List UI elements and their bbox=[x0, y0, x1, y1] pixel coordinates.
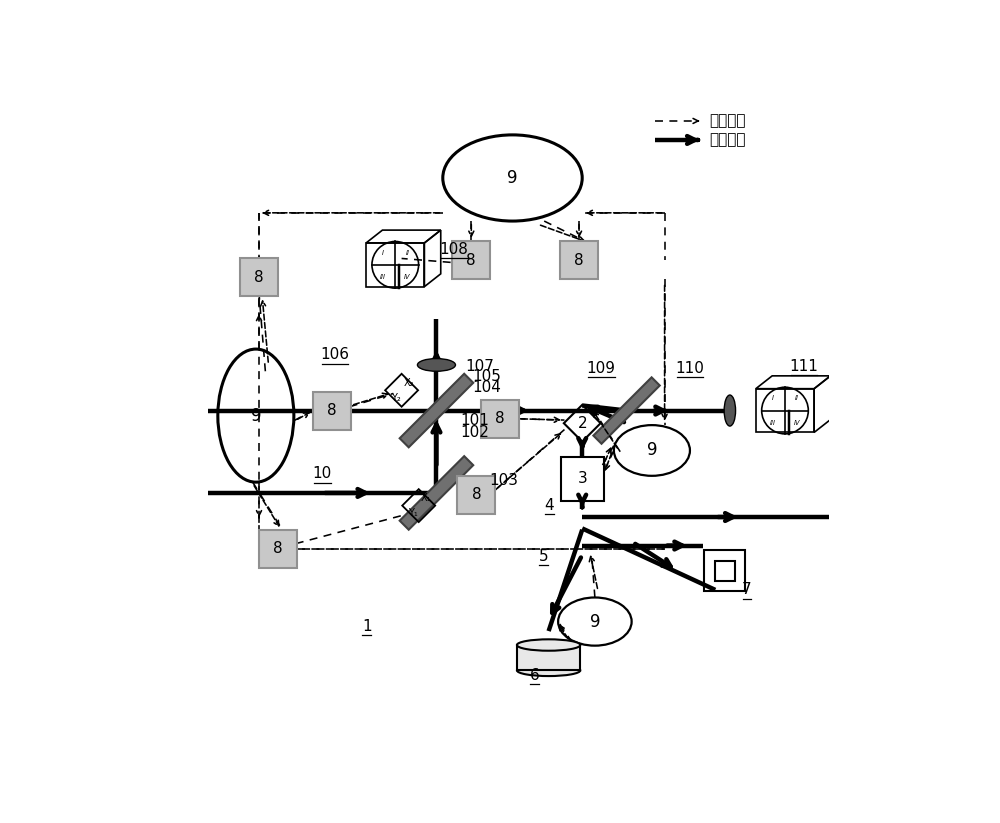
Ellipse shape bbox=[517, 639, 580, 651]
Text: 8: 8 bbox=[472, 487, 481, 502]
Ellipse shape bbox=[517, 665, 580, 676]
FancyBboxPatch shape bbox=[457, 476, 495, 514]
Text: 108: 108 bbox=[440, 242, 469, 257]
Text: 5: 5 bbox=[539, 549, 548, 564]
Bar bbox=[704, 551, 745, 592]
Polygon shape bbox=[400, 456, 473, 530]
FancyBboxPatch shape bbox=[560, 241, 598, 279]
Text: IV: IV bbox=[794, 420, 800, 425]
Text: 107: 107 bbox=[465, 359, 494, 374]
Text: IV: IV bbox=[404, 274, 411, 280]
Text: 106: 106 bbox=[321, 347, 350, 362]
Text: III: III bbox=[380, 274, 386, 280]
Text: 109: 109 bbox=[587, 360, 616, 375]
Text: 9: 9 bbox=[507, 169, 518, 187]
Text: 104: 104 bbox=[473, 379, 502, 394]
Text: I: I bbox=[772, 395, 774, 402]
Text: 2: 2 bbox=[577, 416, 587, 430]
Text: 7: 7 bbox=[742, 583, 752, 597]
Text: 9: 9 bbox=[251, 407, 261, 425]
Text: 1: 1 bbox=[362, 619, 372, 634]
Text: 传播光束: 传播光束 bbox=[709, 133, 745, 147]
Text: 8: 8 bbox=[327, 403, 337, 418]
Text: 4: 4 bbox=[544, 498, 554, 513]
Text: I: I bbox=[382, 249, 384, 256]
Text: 控制链路: 控制链路 bbox=[709, 114, 745, 128]
Text: 6: 6 bbox=[530, 668, 540, 683]
Text: 8: 8 bbox=[254, 270, 264, 285]
Ellipse shape bbox=[417, 359, 455, 371]
Bar bbox=[517, 645, 580, 671]
Text: Y₁: Y₁ bbox=[408, 508, 418, 518]
Polygon shape bbox=[593, 377, 660, 444]
FancyBboxPatch shape bbox=[481, 400, 519, 438]
Text: 3: 3 bbox=[577, 472, 587, 486]
Text: 10: 10 bbox=[313, 467, 332, 481]
Text: III: III bbox=[770, 420, 776, 425]
Text: 9: 9 bbox=[590, 612, 600, 630]
Text: 101: 101 bbox=[460, 413, 489, 428]
Text: 9: 9 bbox=[647, 441, 657, 459]
Text: X₂: X₂ bbox=[404, 378, 414, 388]
FancyBboxPatch shape bbox=[313, 392, 351, 430]
Text: X₁: X₁ bbox=[421, 493, 431, 503]
Ellipse shape bbox=[724, 395, 736, 426]
Text: 8: 8 bbox=[273, 542, 283, 556]
Text: 110: 110 bbox=[676, 360, 704, 375]
Text: 8: 8 bbox=[574, 253, 584, 267]
Text: 8: 8 bbox=[466, 253, 476, 267]
Bar bbox=[561, 458, 604, 500]
Text: 111: 111 bbox=[790, 359, 818, 374]
FancyBboxPatch shape bbox=[240, 258, 278, 296]
Text: 105: 105 bbox=[473, 369, 502, 384]
Bar bbox=[715, 561, 735, 581]
Text: 103: 103 bbox=[490, 472, 519, 488]
Text: 102: 102 bbox=[460, 425, 489, 440]
Polygon shape bbox=[400, 374, 473, 448]
Text: II: II bbox=[405, 249, 409, 256]
FancyBboxPatch shape bbox=[452, 241, 490, 279]
Text: II: II bbox=[795, 395, 799, 402]
FancyBboxPatch shape bbox=[259, 530, 297, 568]
Text: Y₂: Y₂ bbox=[391, 393, 401, 402]
Text: 8: 8 bbox=[495, 412, 505, 426]
